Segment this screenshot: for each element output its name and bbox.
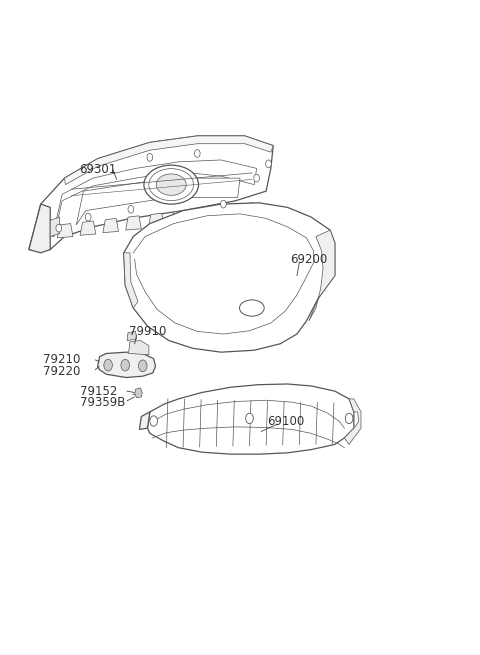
Polygon shape [29, 204, 50, 253]
Text: 79210: 79210 [43, 354, 81, 366]
Polygon shape [97, 352, 156, 377]
Circle shape [121, 360, 130, 371]
Polygon shape [57, 223, 73, 238]
Circle shape [138, 360, 147, 371]
Text: 79152: 79152 [80, 384, 118, 398]
Circle shape [194, 149, 200, 157]
Text: 69301: 69301 [79, 163, 116, 176]
Polygon shape [309, 230, 335, 321]
Polygon shape [148, 213, 164, 227]
Polygon shape [53, 160, 257, 236]
Circle shape [128, 206, 134, 213]
Polygon shape [124, 253, 138, 308]
Circle shape [85, 213, 91, 221]
Circle shape [254, 174, 260, 182]
Polygon shape [344, 399, 361, 444]
Polygon shape [126, 215, 141, 230]
Text: 79910: 79910 [129, 325, 166, 338]
Circle shape [147, 153, 153, 161]
Polygon shape [147, 384, 354, 454]
Ellipse shape [144, 165, 199, 204]
Text: 79220: 79220 [43, 365, 81, 377]
Text: 79359B: 79359B [80, 396, 125, 409]
Polygon shape [29, 136, 273, 250]
Polygon shape [194, 208, 210, 222]
Polygon shape [76, 178, 240, 225]
Circle shape [265, 160, 271, 168]
Circle shape [56, 224, 61, 232]
Polygon shape [80, 221, 96, 235]
Polygon shape [103, 218, 119, 233]
Polygon shape [171, 211, 187, 225]
Polygon shape [124, 203, 335, 352]
Polygon shape [127, 331, 137, 341]
Circle shape [345, 413, 353, 424]
Polygon shape [240, 203, 255, 217]
Circle shape [150, 416, 157, 426]
Circle shape [246, 413, 253, 424]
Text: 69200: 69200 [290, 253, 327, 266]
Polygon shape [135, 388, 142, 398]
Polygon shape [64, 136, 273, 185]
Ellipse shape [156, 174, 186, 195]
Polygon shape [139, 412, 150, 430]
Polygon shape [217, 206, 232, 219]
Polygon shape [50, 217, 60, 236]
Circle shape [220, 200, 226, 208]
Polygon shape [129, 341, 149, 355]
Text: 69100: 69100 [267, 415, 305, 428]
Circle shape [104, 360, 112, 371]
